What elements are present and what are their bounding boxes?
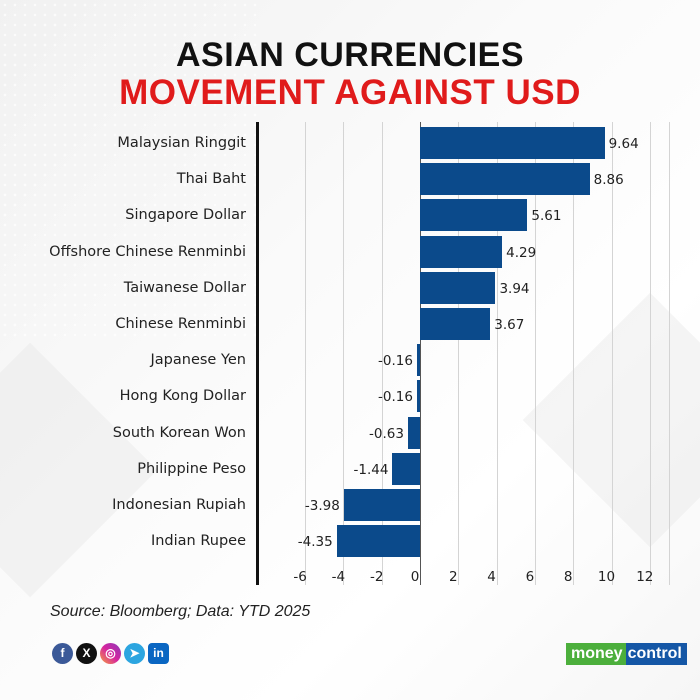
x-tick-label: 0 <box>410 569 420 585</box>
bar <box>420 199 528 232</box>
gridline <box>496 122 498 585</box>
value-label: 5.61 <box>531 208 562 225</box>
category-label: Indian Rupee <box>150 533 246 550</box>
instagram-icon[interactable]: ◎ <box>100 643 121 664</box>
category-label: Thai Baht <box>176 171 246 188</box>
zero-line <box>420 122 421 585</box>
value-label: 8.86 <box>593 172 624 189</box>
value-label: 4.29 <box>506 244 537 261</box>
y-axis-line <box>256 122 259 585</box>
gridline <box>534 122 536 585</box>
logo-control: control <box>625 643 687 665</box>
category-label: Offshore Chinese Renminbi <box>49 243 246 260</box>
gridline <box>573 122 575 585</box>
gridline <box>611 122 613 585</box>
bar <box>420 127 605 159</box>
gridline <box>649 122 651 585</box>
x-tick-label: -2 <box>369 569 384 585</box>
bar <box>392 452 420 485</box>
x-tick-label: 2 <box>449 569 458 585</box>
gridline <box>381 122 383 585</box>
value-label: 3.67 <box>494 317 525 333</box>
x-tick-label: 12 <box>636 569 654 585</box>
x-icon[interactable]: X <box>76 643 97 664</box>
value-label: -3.98 <box>304 498 340 514</box>
source-note: Source: Bloomberg; Data: YTD 2025 <box>50 603 311 620</box>
title-line-1: ASIAN CURRENCIES <box>175 36 525 74</box>
category-label: Singapore Dollar <box>125 207 246 224</box>
bar <box>343 489 420 521</box>
value-label: -4.35 <box>297 534 333 551</box>
x-tick-label: 4 <box>487 569 496 585</box>
bar <box>420 271 496 304</box>
category-label: Philippine Peso <box>137 460 246 477</box>
facebook-icon[interactable]: f <box>52 643 73 664</box>
gridline <box>305 122 307 585</box>
x-tick-label: -6 <box>293 569 307 585</box>
logo-money: money <box>566 643 626 665</box>
category-label: Taiwanese Dollar <box>123 279 246 296</box>
x-tick-label: 6 <box>525 569 535 585</box>
gridline <box>668 122 670 585</box>
bar <box>407 416 420 449</box>
category-label: Indonesian Rupiah <box>112 497 246 513</box>
x-tick-label: 10 <box>597 569 616 585</box>
value-label: -0.63 <box>369 425 404 442</box>
category-label: South Korean Won <box>112 424 246 441</box>
value-label: -0.16 <box>378 353 413 370</box>
telegram-icon[interactable]: ➤ <box>124 643 145 664</box>
bar <box>336 525 420 558</box>
bar <box>420 235 503 268</box>
category-label: Japanese Yen <box>150 352 247 369</box>
value-label: -1.44 <box>353 461 389 478</box>
x-tick-label: -4 <box>331 569 346 585</box>
gridline <box>458 122 460 585</box>
title-line-2: MOVEMENT AGAINST USD <box>119 73 581 112</box>
gridline <box>343 122 345 585</box>
bar <box>416 344 420 377</box>
value-label: 3.94 <box>499 280 530 297</box>
value-label: -0.16 <box>378 389 413 406</box>
linkedin-icon[interactable]: in <box>148 643 169 664</box>
background-dot-pattern <box>0 0 260 340</box>
bar <box>420 308 491 340</box>
moneycontrol-logo[interactable]: money control <box>566 643 687 665</box>
bar <box>420 163 590 196</box>
bar <box>416 380 420 413</box>
category-label: Hong Kong Dollar <box>119 388 246 405</box>
category-label: Chinese Renminbi <box>115 316 246 332</box>
category-label: Malaysian Ringgit <box>117 135 246 151</box>
value-label: 9.64 <box>608 136 639 152</box>
x-tick-label: 8 <box>563 569 573 585</box>
